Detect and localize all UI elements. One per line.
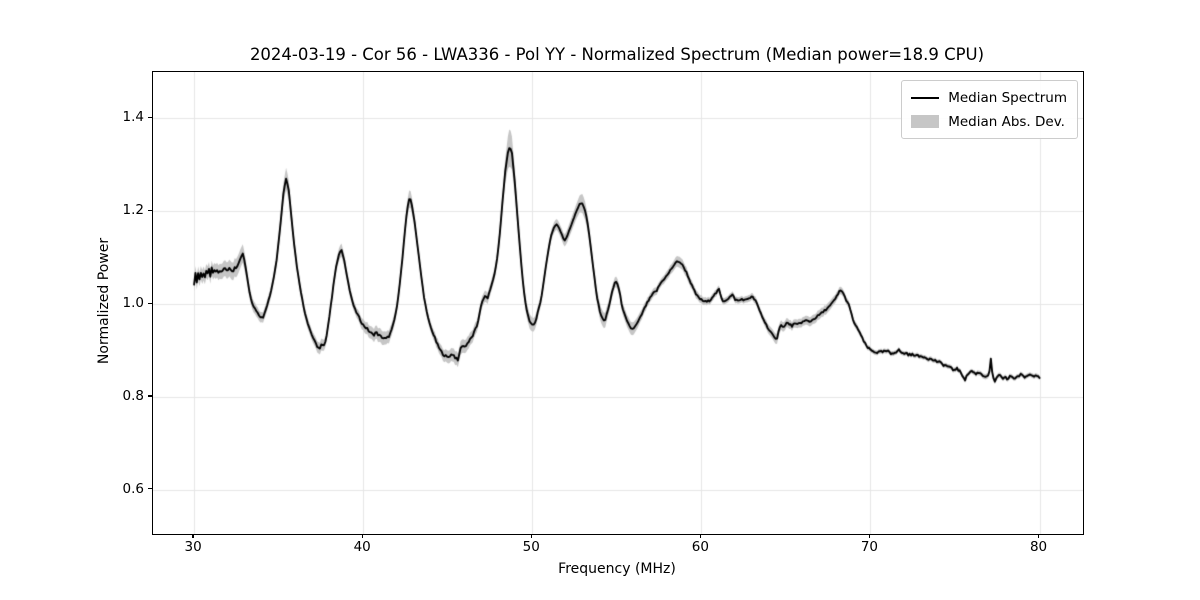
x-tick-label-30: 30 — [184, 539, 202, 555]
x-tick-mark — [530, 534, 532, 538]
y-tick-mark — [148, 302, 152, 304]
x-tick-mark — [699, 534, 701, 538]
y-tick-label-1.4: 1.4 — [122, 109, 144, 126]
x-tick-label-40: 40 — [353, 539, 371, 555]
y-tick-mark — [148, 488, 152, 490]
y-tick-label-1.0: 1.0 — [122, 295, 144, 312]
median-abs-dev-band-swatch — [911, 115, 940, 128]
x-tick-label-60: 60 — [691, 539, 709, 555]
x-tick-mark — [868, 534, 871, 538]
legend: Median Spectrum Median Abs. Dev. — [901, 80, 1078, 139]
legend-item-median-abs-dev: Median Abs. Dev. — [911, 112, 1067, 131]
y-tick-label-0.6: 0.6 — [122, 480, 144, 497]
x-tick-label-70: 70 — [860, 539, 879, 555]
x-axis-label: Frequency (MHz) — [558, 561, 676, 577]
y-tick-mark — [148, 116, 152, 119]
x-tick-mark — [1037, 534, 1040, 538]
x-tick-mark — [192, 534, 194, 538]
y-tick-mark — [148, 209, 152, 211]
spectrum-plot-canvas — [153, 72, 1083, 534]
legend-label: Median Abs. Dev. — [948, 113, 1065, 130]
x-tick-label-50: 50 — [522, 539, 540, 555]
x-tick-mark — [361, 534, 363, 538]
y-tick-mark — [148, 395, 152, 397]
x-tick-label-80: 80 — [1029, 539, 1048, 555]
legend-label: Median Spectrum — [948, 89, 1067, 106]
chart-title: 2024-03-19 - Cor 56 - LWA336 - Pol YY - … — [249, 45, 985, 64]
plot-frame: Median Spectrum Median Abs. Dev. — [152, 71, 1084, 535]
median-spectrum-line-swatch — [911, 96, 940, 99]
y-tick-label-0.8: 0.8 — [122, 388, 144, 405]
y-tick-label-1.2: 1.2 — [122, 202, 144, 219]
legend-item-median-spectrum: Median Spectrum — [911, 88, 1067, 107]
